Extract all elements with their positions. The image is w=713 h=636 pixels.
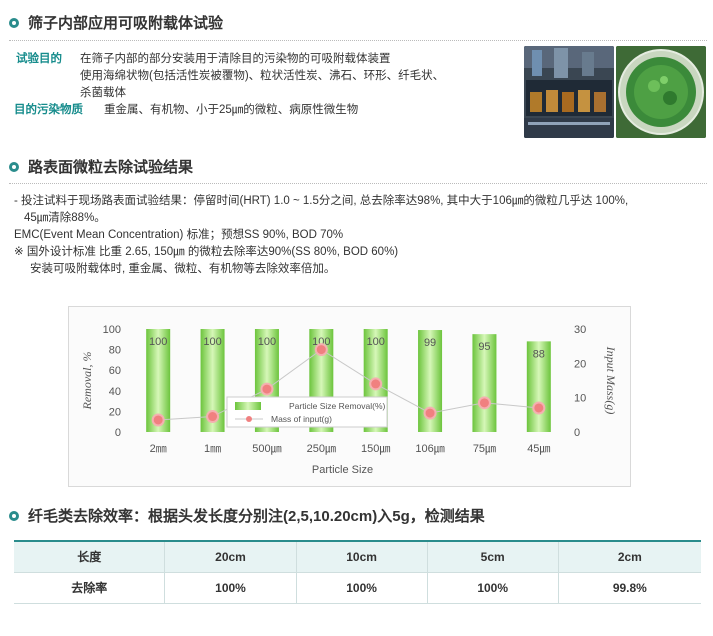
section2-title: 路表面微粒去除试验结果 bbox=[9, 156, 193, 177]
removal-chart: 0 20 40 60 80 100 0 10 20 30 Removal, % Input Mass(… bbox=[68, 306, 631, 487]
section1-title-text: 筛子内部应用可吸附载体试验 bbox=[28, 15, 224, 32]
mass-point bbox=[369, 377, 383, 391]
table-header: 10cm bbox=[296, 540, 428, 573]
y-axis-title: Removal, % bbox=[80, 352, 94, 411]
mass-series-line bbox=[158, 348, 539, 421]
bar-value-label: 100 bbox=[149, 336, 167, 348]
x-tick-label: 1㎜ bbox=[204, 443, 221, 455]
mass-point bbox=[477, 396, 491, 410]
y2-tick-label: 0 bbox=[574, 427, 580, 439]
table-cell: 99.8% bbox=[558, 572, 701, 604]
result-line-2: 45㎛清除88%。 bbox=[24, 212, 106, 224]
table-header: 5cm bbox=[427, 540, 559, 573]
bar-value-label: 100 bbox=[203, 336, 221, 348]
bar-value-label: 95 bbox=[478, 341, 490, 353]
section-bullet-icon bbox=[9, 510, 19, 521]
x-tick-label: 75㎛ bbox=[473, 443, 496, 455]
y2-tick-label: 10 bbox=[574, 393, 586, 405]
y2-axis-title: Input Mass(g) bbox=[604, 346, 618, 415]
pollutant-text: 重金属、有机物、小于25㎛的微粒、病原性微生物 bbox=[104, 104, 359, 116]
y-tick-label: 100 bbox=[103, 324, 121, 336]
bar-value-label: 99 bbox=[424, 337, 436, 349]
section3-title: 纤毛类去除效率：根据头发长度分别注(2,5,10.20cm)入5g，检测结果 bbox=[9, 505, 485, 526]
legend-bar-swatch bbox=[235, 402, 261, 410]
mass-point bbox=[206, 410, 220, 424]
divider bbox=[9, 183, 707, 184]
x-tick-label: 45㎛ bbox=[527, 443, 550, 455]
purpose-line-3: 杀菌载体 bbox=[80, 87, 126, 99]
sieve-photo bbox=[616, 46, 706, 138]
chart-bar bbox=[472, 334, 497, 432]
bar-value-label: 100 bbox=[258, 336, 276, 348]
mass-point bbox=[314, 343, 328, 357]
legend-bar-label: Particle Size Removal(%) bbox=[289, 401, 386, 411]
purpose-line-2: 使用海绵状物(包括活性炭被覆物)、粒状活性炭、沸石、环形、纤毛状、 bbox=[80, 70, 445, 82]
x-axis-title: Particle Size bbox=[312, 464, 373, 476]
table-header: 长度 bbox=[14, 540, 166, 573]
table-row: 去除率 100% 100% 100% 99.8% bbox=[14, 572, 701, 604]
y2-tick-label: 20 bbox=[574, 358, 586, 370]
y-tick-label: 20 bbox=[109, 406, 121, 418]
y-tick-label: 60 bbox=[109, 365, 121, 377]
purpose-label: 试验目的 bbox=[16, 53, 62, 65]
result-notes: - 投注试料于现场路表面试验结果：停留时间(HRT) 1.0 ~ 1.5分之间,… bbox=[14, 193, 704, 278]
legend-line-label: Mass of input(g) bbox=[271, 414, 332, 424]
section3-title-text: 纤毛类去除效率：根据头发长度分别注(2,5,10.20cm)入5g，检测结果 bbox=[28, 508, 485, 525]
mass-point bbox=[532, 401, 546, 415]
table-header: 2cm bbox=[558, 540, 701, 573]
x-tick-label: 500㎛ bbox=[252, 443, 281, 455]
section1-title: 筛子内部应用可吸附载体试验 bbox=[9, 12, 223, 33]
mass-point bbox=[260, 382, 274, 396]
x-tick-label: 250㎛ bbox=[307, 443, 336, 455]
table-header: 20cm bbox=[164, 540, 297, 573]
bar-value-label: 88 bbox=[533, 348, 545, 360]
table-cell: 100% bbox=[164, 572, 297, 604]
mass-point bbox=[151, 413, 165, 427]
bar-value-label: 100 bbox=[367, 336, 385, 348]
result-line-3: EMC(Event Mean Concentration) 标准；预想SS 90… bbox=[14, 229, 344, 241]
purpose-line-1: 在筛子内部的部分安装用于清除目的污染物的可吸附载体装置 bbox=[80, 53, 391, 65]
table-cell: 100% bbox=[296, 572, 428, 604]
y-tick-label: 0 bbox=[115, 427, 121, 439]
equipment-photo bbox=[524, 46, 614, 138]
purpose-block: 试验目的 在筛子内部的部分安装用于清除目的污染物的可吸附载体装置 使用海绵状物(… bbox=[14, 51, 516, 119]
chart-bar bbox=[526, 341, 551, 432]
result-line-1: - 投注试料于现场路表面试验结果：停留时间(HRT) 1.0 ~ 1.5分之间,… bbox=[14, 195, 629, 207]
mass-point bbox=[423, 406, 437, 420]
section-bullet-icon bbox=[9, 17, 19, 28]
divider bbox=[9, 40, 707, 41]
section2-title-text: 路表面微粒去除试验结果 bbox=[28, 159, 194, 176]
x-tick-label: 106㎛ bbox=[415, 443, 444, 455]
legend-line-marker bbox=[246, 416, 252, 422]
hair-removal-table: 长度 20cm 10cm 5cm 2cm 去除率 100% 100% 100% … bbox=[14, 540, 701, 604]
x-tick-label: 2㎜ bbox=[150, 443, 167, 455]
table-header-row: 长度 20cm 10cm 5cm 2cm bbox=[14, 540, 701, 573]
y2-tick-label: 30 bbox=[574, 324, 586, 336]
removal-chart-svg: 0 20 40 60 80 100 0 10 20 30 Removal, % Input Mass(… bbox=[80, 324, 618, 476]
y-tick-label: 80 bbox=[109, 345, 121, 357]
x-tick-label: 150㎛ bbox=[361, 443, 390, 455]
pollutant-label: 目的污染物质 bbox=[14, 104, 83, 116]
result-line-5: 安装可吸附载体时, 重金属、微粒、有机物等去除效率倍加。 bbox=[30, 263, 336, 275]
section-bullet-icon bbox=[9, 161, 19, 172]
result-line-4: ※ 国外设计标准 比重 2.65, 150㎛ 的微粒去除率达90%(SS 80%… bbox=[14, 246, 399, 258]
y-tick-label: 40 bbox=[109, 386, 121, 398]
table-cell: 100% bbox=[427, 572, 559, 604]
table-cell: 去除率 bbox=[14, 572, 166, 604]
